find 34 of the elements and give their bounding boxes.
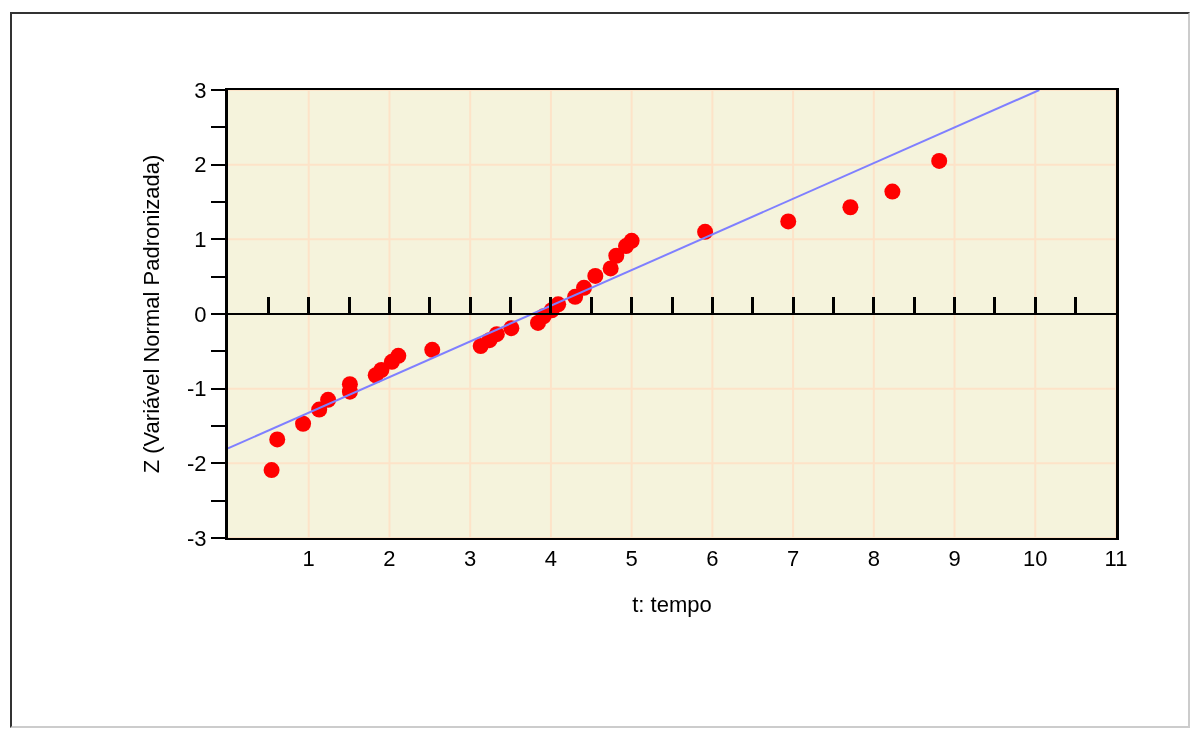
point xyxy=(587,267,604,284)
point xyxy=(424,341,441,358)
x-tick-label: 9 xyxy=(948,546,961,572)
point xyxy=(269,431,286,448)
x-tick-label: 5 xyxy=(625,546,638,572)
y-tick-label: 2 xyxy=(194,152,207,178)
y-tick-label: -3 xyxy=(187,525,207,551)
point xyxy=(602,260,619,277)
x-tick-label: 3 xyxy=(464,546,477,572)
x-tick-label: 8 xyxy=(867,546,880,572)
point xyxy=(373,362,390,378)
x-tick-label: 2 xyxy=(383,546,396,572)
y-tick-label: -2 xyxy=(187,451,207,477)
x-tick-label: 11 xyxy=(1104,546,1128,572)
x-tick-label: 6 xyxy=(706,546,719,572)
point xyxy=(884,183,901,200)
x-tick-label: 7 xyxy=(786,546,800,572)
point xyxy=(931,152,948,169)
point xyxy=(263,462,280,479)
y-tick-label: 3 xyxy=(194,77,207,103)
y-tick-label: -1 xyxy=(187,376,207,402)
point xyxy=(608,247,625,264)
x-axis-title: t: tempo xyxy=(632,591,712,617)
point xyxy=(390,347,407,364)
point xyxy=(780,213,797,230)
point xyxy=(623,232,640,249)
point xyxy=(295,415,312,432)
y-tick-label: 0 xyxy=(194,301,207,327)
y-tick-label: 1 xyxy=(194,227,207,253)
y-axis-title: Z (Variável Normal Padronizada) xyxy=(138,154,164,474)
x-tick-label: 10 xyxy=(1023,546,1048,572)
x-tick-label: 4 xyxy=(544,546,558,572)
point xyxy=(842,199,859,216)
x-tick-label: 1 xyxy=(302,546,315,572)
